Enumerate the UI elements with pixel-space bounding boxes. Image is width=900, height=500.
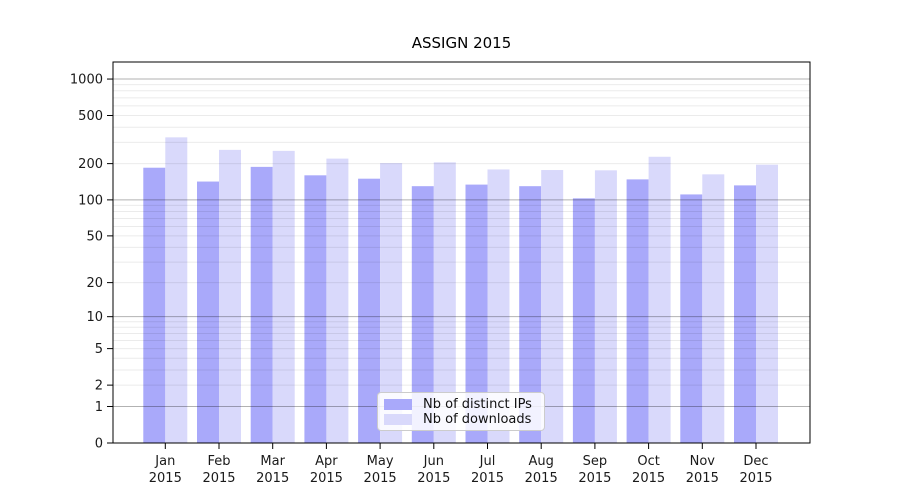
y-tick-label: 200 — [78, 157, 103, 172]
bar-distinct-ips — [734, 185, 756, 443]
x-tick-label-month: Feb — [207, 454, 230, 469]
y-tick-label: 1000 — [70, 73, 103, 88]
bar-downloads — [433, 162, 456, 443]
x-tick-label-month: Oct — [637, 454, 659, 469]
y-tick-label: 0 — [95, 437, 103, 452]
x-tick-label-month: Jun — [423, 454, 444, 469]
legend: Nb of distinct IPs Nb of downloads — [377, 392, 545, 431]
bar-downloads — [756, 164, 778, 443]
bar-downloads — [648, 156, 671, 443]
y-tick-label: 2 — [95, 379, 103, 394]
x-tick-label-year: 2015 — [739, 471, 772, 486]
bar-downloads — [487, 169, 510, 444]
legend-item-distinct-ips: Nb of distinct IPs — [384, 397, 536, 412]
bar-distinct-ips — [304, 175, 327, 444]
bar-downloads — [702, 174, 725, 443]
legend-item-downloads: Nb of downloads — [384, 412, 536, 427]
bar-downloads — [594, 170, 617, 443]
y-tick-label: 5 — [95, 342, 103, 357]
bar-downloads — [219, 149, 241, 443]
x-tick-label-month: Jan — [154, 454, 175, 469]
x-tick-label-year: 2015 — [686, 471, 719, 486]
bar-downloads — [541, 170, 564, 443]
x-tick-label-year: 2015 — [417, 471, 450, 486]
x-tick-label-month: Mar — [260, 454, 285, 469]
y-tick-label: 500 — [78, 109, 103, 124]
x-tick-label-month: May — [367, 454, 394, 469]
y-tick-label: 20 — [86, 276, 103, 291]
bar-distinct-ips — [358, 178, 381, 443]
x-tick-label-year: 2015 — [202, 471, 235, 486]
legend-label-downloads: Nb of downloads — [423, 412, 532, 427]
bar-distinct-ips — [572, 198, 595, 443]
x-tick-label-year: 2015 — [525, 471, 558, 486]
legend-label-distinct-ips: Nb of distinct IPs — [423, 397, 532, 412]
bar-distinct-ips — [411, 186, 434, 443]
bar-downloads — [272, 150, 295, 443]
y-tick-label: 50 — [86, 229, 103, 244]
x-tick-label-year: 2015 — [149, 471, 182, 486]
x-tick-label-month: Nov — [690, 454, 716, 469]
bar-distinct-ips — [680, 194, 703, 443]
bar-distinct-ips — [197, 181, 219, 443]
x-tick-label-month: Apr — [315, 454, 338, 469]
bar-distinct-ips — [143, 167, 166, 444]
y-tick-label: 1 — [95, 400, 103, 415]
bar-downloads — [326, 158, 349, 443]
legend-swatch-distinct-ips — [384, 399, 412, 410]
bar-downloads — [165, 137, 188, 444]
x-tick-label-year: 2015 — [364, 471, 397, 486]
bar-distinct-ips — [519, 186, 542, 443]
plot-border — [112, 61, 811, 444]
bar-downloads — [380, 163, 403, 444]
x-tick-label-month: Dec — [743, 454, 768, 469]
x-tick-label-year: 2015 — [256, 471, 289, 486]
bar-distinct-ips — [465, 184, 488, 443]
x-tick-label-year: 2015 — [471, 471, 504, 486]
x-tick-label-month: Sep — [583, 454, 608, 469]
x-tick-label-year: 2015 — [310, 471, 343, 486]
x-tick-label-year: 2015 — [578, 471, 611, 486]
chart-title: ASSIGN 2015 — [411, 34, 512, 52]
y-tick-label: 100 — [78, 193, 103, 208]
x-tick-label-month: Jul — [479, 454, 496, 469]
x-tick-label-month: Aug — [529, 454, 554, 469]
bar-distinct-ips — [250, 166, 273, 444]
x-tick-label-year: 2015 — [632, 471, 665, 486]
bar-distinct-ips — [626, 179, 649, 443]
y-tick-label: 10 — [86, 310, 103, 325]
legend-swatch-downloads — [384, 414, 412, 425]
